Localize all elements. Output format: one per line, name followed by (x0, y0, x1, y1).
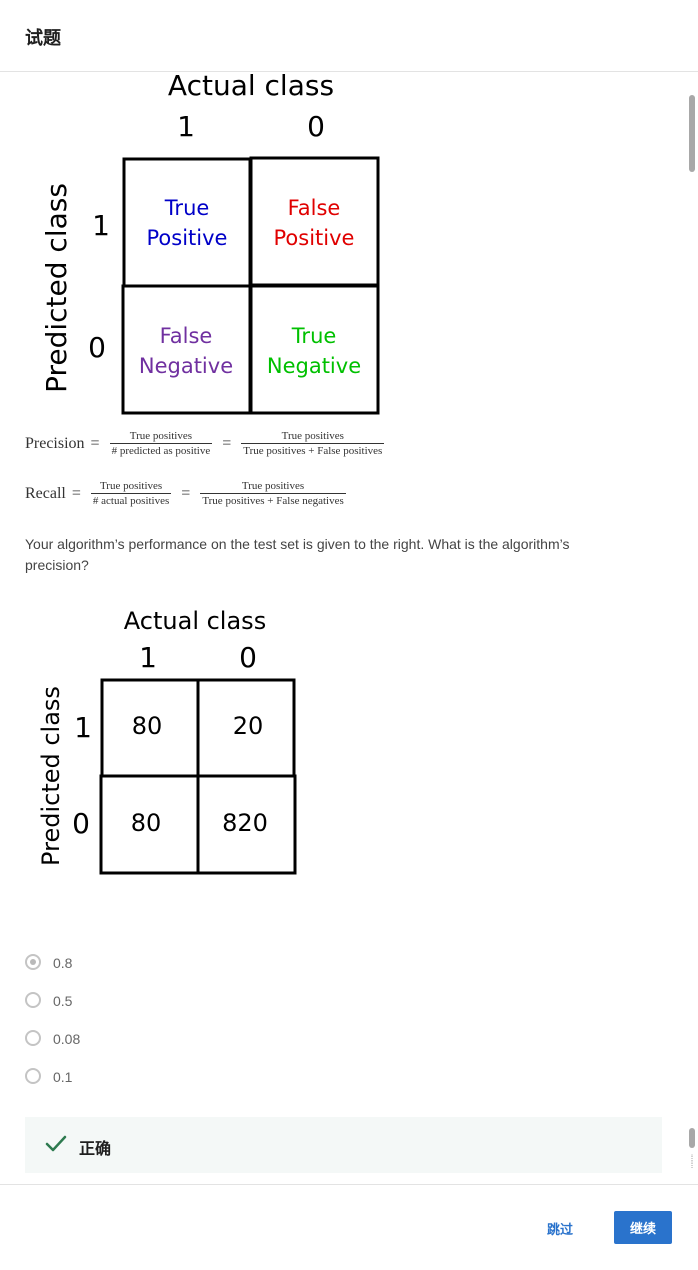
actual-class-label: Actual class (168, 72, 334, 102)
option-0-08[interactable]: 0.08 (25, 1030, 225, 1052)
column-header-1: 1 (139, 641, 157, 674)
radio-button[interactable] (25, 1030, 41, 1046)
equals-sign: = (90, 434, 100, 452)
fraction-numerator: True positives (90, 480, 172, 494)
page-title: 试题 (25, 28, 61, 48)
equals-sign: = (222, 434, 232, 452)
option-0-8[interactable]: 0.8 (25, 954, 225, 976)
value-true-negative: 820 (222, 809, 268, 837)
recall-formula: Recall = True positives # actual positiv… (25, 480, 350, 507)
cell-true-positive (122, 157, 252, 288)
row-header-0: 0 (72, 807, 90, 840)
recall-fraction-1: True positives # actual positives (90, 480, 172, 507)
option-0-1[interactable]: 0.1 (25, 1068, 225, 1090)
value-false-positive: 20 (233, 712, 264, 740)
predicted-class-label: Predicted class (37, 686, 65, 866)
precision-fraction-2: True positives True positives + False po… (241, 430, 385, 457)
fraction-denominator: True positives + False negatives (202, 495, 344, 507)
scroll-indicator-icon: ⁞ ⁞ (690, 1153, 694, 1170)
row-header-1: 1 (74, 711, 92, 744)
radio-button[interactable] (25, 992, 41, 1008)
header: 试题 (0, 0, 698, 72)
checkmark-icon (45, 1135, 67, 1152)
column-header-1: 1 (177, 110, 195, 143)
equals-sign: = (71, 484, 81, 502)
algorithm-confusion-matrix: Actual class 1 0 Predicted class 1 0 80 … (37, 607, 297, 875)
equals-sign: = (181, 484, 191, 502)
precision-label: Precision (25, 434, 85, 452)
fraction-numerator: True positives (109, 430, 213, 444)
fraction-denominator: # actual positives (92, 495, 170, 507)
option-0-5[interactable]: 0.5 (25, 992, 225, 1014)
option-label: 0.1 (53, 1069, 73, 1085)
skip-button[interactable]: 跳过 (533, 1212, 587, 1244)
tp-text-line1: True (164, 196, 210, 220)
fp-text-line1: False (288, 196, 341, 220)
option-label: 0.8 (53, 955, 73, 971)
fp-text-line2: Positive (274, 226, 355, 250)
recall-fraction-2: True positives True positives + False ne… (200, 480, 346, 507)
fraction-denominator: # predicted as positive (111, 445, 211, 457)
fraction-denominator: True positives + False positives (243, 445, 383, 457)
actual-class-label: Actual class (124, 607, 266, 635)
recall-label: Recall (25, 484, 66, 502)
tp-text-line2: Positive (147, 226, 228, 250)
fn-text-line2: Negative (139, 354, 233, 378)
scrollbar-thumb-secondary[interactable] (689, 1128, 695, 1148)
option-label: 0.08 (53, 1031, 81, 1047)
scrollbar-thumb[interactable] (689, 95, 695, 172)
confusion-matrix-diagram: Actual class 1 0 Predicted class 1 0 Tru… (40, 72, 380, 415)
footer: 跳过 继续 (0, 1184, 698, 1270)
cell-true-negative (249, 284, 380, 415)
radio-button[interactable] (25, 1068, 41, 1084)
precision-fraction-1: True positives # predicted as positive (109, 430, 213, 457)
question-text: Your algorithm’s performance on the test… (25, 536, 570, 573)
scrollbar[interactable]: ⁞ ⁞ (686, 72, 698, 1183)
feedback-banner: 正确 (25, 1117, 662, 1173)
feedback-text: 正确 (79, 1141, 112, 1158)
tn-text-line2: Negative (267, 354, 361, 378)
precision-formula: Precision = True positives # predicted a… (25, 430, 388, 457)
column-header-0: 0 (239, 641, 257, 674)
cell-false-positive (249, 156, 380, 287)
fn-text-line1: False (160, 324, 213, 348)
cell-false-negative (121, 284, 252, 415)
option-label: 0.5 (53, 993, 73, 1009)
tn-text-line1: True (291, 324, 337, 348)
fraction-numerator: True positives (200, 480, 346, 494)
fraction-numerator: True positives (241, 430, 385, 444)
column-header-0: 0 (307, 110, 325, 143)
value-false-negative: 80 (131, 809, 162, 837)
cell-true-negative (196, 774, 297, 875)
row-header-0: 0 (88, 331, 106, 364)
radio-button[interactable] (25, 954, 41, 970)
continue-button[interactable]: 继续 (614, 1211, 672, 1244)
predicted-class-label: Predicted class (40, 183, 73, 393)
value-true-positive: 80 (132, 712, 163, 740)
row-header-1: 1 (92, 209, 110, 242)
question-content[interactable]: Actual class 1 0 Predicted class 1 0 Tru… (0, 72, 686, 1183)
